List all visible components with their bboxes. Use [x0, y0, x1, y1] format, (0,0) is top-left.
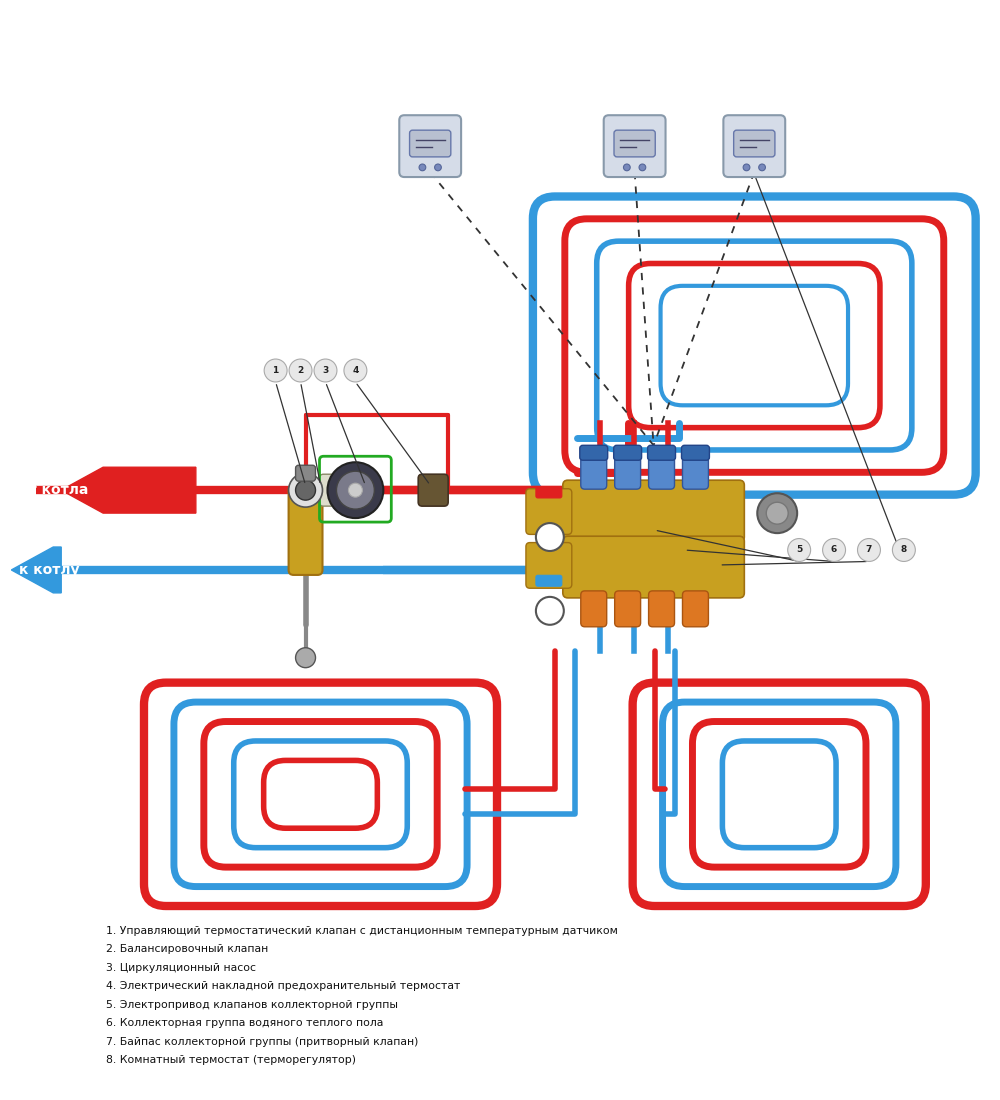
- FancyBboxPatch shape: [580, 446, 608, 460]
- Text: 7. Байпас коллекторной группы (притворный клапан): 7. Байпас коллекторной группы (притворны…: [106, 1036, 418, 1046]
- Circle shape: [314, 359, 337, 382]
- Circle shape: [419, 164, 426, 170]
- FancyArrow shape: [11, 547, 61, 593]
- FancyBboxPatch shape: [536, 575, 562, 586]
- FancyBboxPatch shape: [723, 116, 785, 177]
- FancyBboxPatch shape: [648, 446, 676, 460]
- Text: 6. Коллекторная группа водяного теплого пола: 6. Коллекторная группа водяного теплого …: [106, 1019, 383, 1028]
- Text: 5: 5: [796, 546, 802, 554]
- Circle shape: [435, 164, 441, 170]
- Circle shape: [289, 359, 312, 382]
- FancyBboxPatch shape: [682, 591, 708, 627]
- FancyBboxPatch shape: [399, 116, 461, 177]
- FancyBboxPatch shape: [289, 485, 322, 575]
- FancyBboxPatch shape: [410, 130, 451, 157]
- Circle shape: [296, 648, 316, 668]
- Circle shape: [766, 503, 788, 525]
- Text: 6: 6: [831, 546, 837, 554]
- FancyBboxPatch shape: [604, 116, 666, 177]
- Text: 4: 4: [352, 366, 359, 375]
- FancyBboxPatch shape: [581, 451, 607, 490]
- FancyArrow shape: [61, 468, 196, 513]
- Text: 3: 3: [322, 366, 329, 375]
- Text: от котла: от котла: [19, 483, 89, 497]
- Circle shape: [759, 164, 765, 170]
- Circle shape: [823, 539, 846, 561]
- FancyBboxPatch shape: [649, 451, 675, 490]
- FancyBboxPatch shape: [681, 446, 709, 460]
- Circle shape: [536, 597, 564, 625]
- FancyBboxPatch shape: [581, 591, 607, 627]
- Circle shape: [623, 164, 630, 170]
- Circle shape: [296, 481, 316, 500]
- FancyBboxPatch shape: [649, 591, 675, 627]
- Text: 4. Электрический накладной предохранительный термостат: 4. Электрический накладной предохранител…: [106, 981, 460, 991]
- Circle shape: [344, 359, 367, 382]
- FancyBboxPatch shape: [615, 591, 641, 627]
- Circle shape: [639, 164, 646, 170]
- FancyBboxPatch shape: [526, 488, 572, 535]
- FancyBboxPatch shape: [682, 451, 708, 490]
- Circle shape: [757, 493, 797, 534]
- Text: 8. Комнатный термостат (терморегулятор): 8. Комнатный термостат (терморегулятор): [106, 1055, 356, 1065]
- Circle shape: [858, 539, 880, 561]
- Circle shape: [788, 539, 811, 561]
- Text: 3. Циркуляционный насос: 3. Циркуляционный насос: [106, 962, 256, 972]
- Circle shape: [536, 524, 564, 551]
- FancyBboxPatch shape: [536, 487, 562, 498]
- FancyBboxPatch shape: [615, 451, 641, 490]
- Text: 1: 1: [273, 366, 279, 375]
- FancyBboxPatch shape: [526, 542, 572, 588]
- FancyBboxPatch shape: [734, 130, 775, 157]
- Circle shape: [892, 539, 915, 561]
- Text: 5. Электропривод клапанов коллекторной группы: 5. Электропривод клапанов коллекторной г…: [106, 1000, 398, 1010]
- FancyBboxPatch shape: [614, 130, 655, 157]
- Text: 7: 7: [866, 546, 872, 554]
- Text: 1. Управляющий термостатический клапан с дистанционным температурным датчиком: 1. Управляющий термостатический клапан с…: [106, 926, 618, 936]
- FancyBboxPatch shape: [614, 446, 642, 460]
- Text: 2. Балансировочный клапан: 2. Балансировочный клапан: [106, 945, 268, 955]
- Circle shape: [743, 164, 750, 170]
- Text: 2: 2: [297, 366, 304, 375]
- Circle shape: [336, 471, 374, 509]
- FancyBboxPatch shape: [563, 536, 744, 598]
- Circle shape: [327, 462, 383, 518]
- Circle shape: [348, 483, 362, 497]
- FancyBboxPatch shape: [418, 474, 448, 506]
- Text: 8: 8: [901, 546, 907, 554]
- FancyBboxPatch shape: [296, 465, 316, 481]
- Circle shape: [264, 359, 287, 382]
- Circle shape: [289, 473, 322, 507]
- Text: к котлу: к котлу: [19, 563, 80, 576]
- FancyBboxPatch shape: [563, 481, 744, 542]
- FancyBboxPatch shape: [320, 474, 345, 506]
